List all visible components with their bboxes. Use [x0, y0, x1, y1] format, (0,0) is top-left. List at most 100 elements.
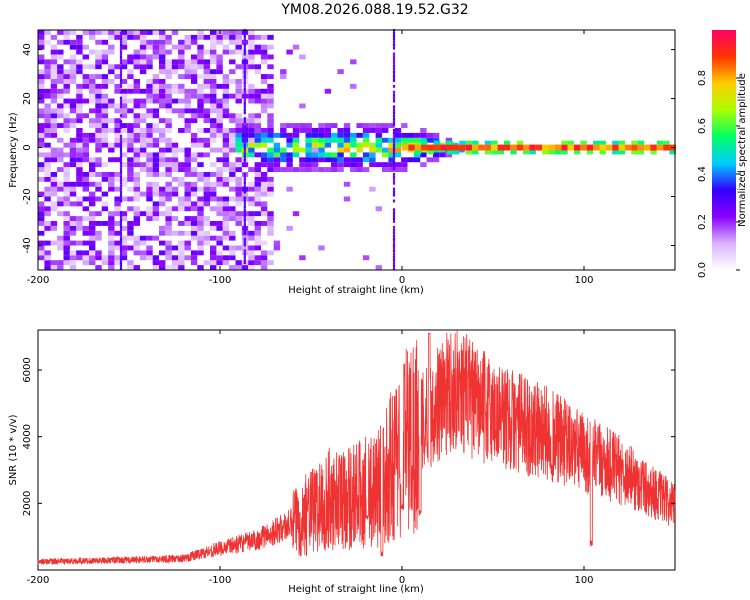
- spectrogram-cell: [197, 225, 204, 231]
- vertical-streak-cell: [243, 87, 246, 91]
- vertical-streak-cell: [243, 131, 246, 135]
- spectrogram-cell: [222, 108, 230, 114]
- spectrogram-cell: [254, 255, 261, 261]
- spectrogram-cell: [210, 245, 217, 251]
- spectrogram-cell: [114, 240, 121, 246]
- spectrogram-cell: [82, 30, 89, 35]
- spectrogram-cell: [108, 34, 115, 40]
- spectrogram-cell: [82, 240, 89, 246]
- spectrogram-cell: [146, 79, 153, 84]
- spectrogram-cell: [133, 49, 140, 55]
- spectrogram-cell: [76, 34, 83, 40]
- spectrogram-cell: [120, 250, 128, 256]
- spectrogram-cell: [38, 142, 45, 148]
- spectrogram-cell: [133, 113, 140, 119]
- spectrogram-cell: [139, 44, 147, 50]
- spectrogram-cell: [369, 186, 376, 192]
- spectrogram-cell: [127, 157, 134, 163]
- spectrogram-cell: [127, 225, 134, 231]
- spectrogram-cell: [203, 69, 210, 75]
- spectrogram-cell: [146, 196, 153, 202]
- spectrogram-cell: [286, 123, 293, 128]
- spectrogram-cell: [139, 113, 147, 119]
- spectrogram-cell: [114, 103, 121, 109]
- spectrogram-cell: [216, 59, 223, 65]
- spectrogram-cell: [254, 137, 261, 143]
- spectrogram-cell: [171, 59, 179, 65]
- spectrogram-cell: [203, 64, 210, 70]
- spectrogram-cell: [50, 240, 58, 246]
- spectrogram-cell: [254, 172, 261, 177]
- carrier-sideband-cell: [529, 150, 536, 155]
- vertical-streak-cell: [119, 143, 123, 147]
- vertical-streak-cell: [243, 231, 246, 235]
- spectrogram-cell: [184, 196, 191, 202]
- spectrogram-cell: [222, 167, 230, 172]
- spectrogram-cell: [159, 49, 166, 55]
- spectrogram-cell: [133, 235, 140, 241]
- spectrogram-cell: [82, 74, 89, 79]
- spectrogram-cell: [165, 98, 172, 104]
- spectrogram-cell: [120, 98, 128, 104]
- spectrogram-cell: [89, 250, 96, 256]
- spectrogram-cell: [190, 172, 198, 177]
- spectrogram-cell: [57, 245, 64, 251]
- spectrogram-cell: [235, 123, 242, 128]
- spectrogram-cell: [401, 157, 408, 163]
- spectrogram-cell: [171, 206, 179, 212]
- vertical-streak-cell: [392, 234, 396, 238]
- spectrogram-cell: [222, 230, 230, 236]
- spectrogram-cell: [57, 103, 64, 109]
- spectrogram-cell: [235, 245, 242, 251]
- spectrogram-cell: [273, 162, 281, 168]
- spectrogram-cell: [82, 142, 89, 148]
- spectrogram-cell: [197, 250, 204, 256]
- spectrogram-cell: [420, 162, 427, 168]
- spectrogram-cell: [229, 59, 236, 65]
- spectrogram-cell: [197, 74, 204, 79]
- spectrogram-cell: [235, 34, 242, 40]
- spectrogram-cell: [350, 162, 357, 168]
- spectrogram-cell: [127, 34, 134, 40]
- spectrogram-cell: [120, 64, 128, 70]
- spectrogram-cell: [229, 147, 236, 153]
- vertical-streak-cell: [119, 231, 123, 235]
- vertical-streak-cell: [119, 199, 123, 203]
- vertical-streak-cell: [392, 243, 396, 247]
- spectrogram-cell: [216, 123, 223, 128]
- spectrogram-cell: [248, 196, 255, 202]
- spectrogram-cell: [222, 132, 230, 138]
- spectrogram-cell: [190, 34, 198, 40]
- carrier-sideband-cell: [548, 150, 555, 155]
- spectrogram-cell: [38, 255, 45, 261]
- spectrogram-cell: [101, 59, 109, 65]
- vertical-streak-cell: [119, 137, 123, 141]
- spectrogram-cell: [76, 152, 83, 158]
- spectrogram-cell: [375, 137, 382, 143]
- spectrogram-cell: [248, 54, 255, 60]
- vertical-streak-cell: [119, 220, 123, 223]
- spectrogram-cell: [210, 196, 217, 202]
- spectrogram-cell: [190, 181, 198, 187]
- spectrogram-cell: [235, 142, 242, 148]
- spectrogram-cell: [44, 167, 51, 172]
- spectrogram-cell: [178, 49, 185, 55]
- spectrogram-cell: [108, 64, 115, 70]
- vertical-streak-cell: [119, 261, 123, 265]
- spectrogram-cell: [127, 162, 134, 168]
- colorbar-label: Normalized spectral amplitude: [737, 73, 748, 227]
- carrier-line-cell: [402, 144, 409, 151]
- spectrogram-cell: [165, 34, 172, 40]
- spectrogram-cell: [57, 30, 64, 35]
- spectrogram-cell: [108, 230, 115, 236]
- spectrogram-cell: [356, 162, 363, 168]
- spectrogram-cell: [350, 142, 357, 148]
- y-tick-label: 40: [22, 43, 33, 56]
- spectrogram-cell: [267, 118, 274, 124]
- spectrogram-cell: [44, 250, 51, 256]
- spectrogram-cell: [216, 147, 223, 153]
- spectrogram-cell: [216, 211, 223, 217]
- spectrogram-cell: [248, 235, 255, 241]
- spectrogram-cell: [133, 162, 140, 168]
- spectrogram-cell: [203, 186, 210, 192]
